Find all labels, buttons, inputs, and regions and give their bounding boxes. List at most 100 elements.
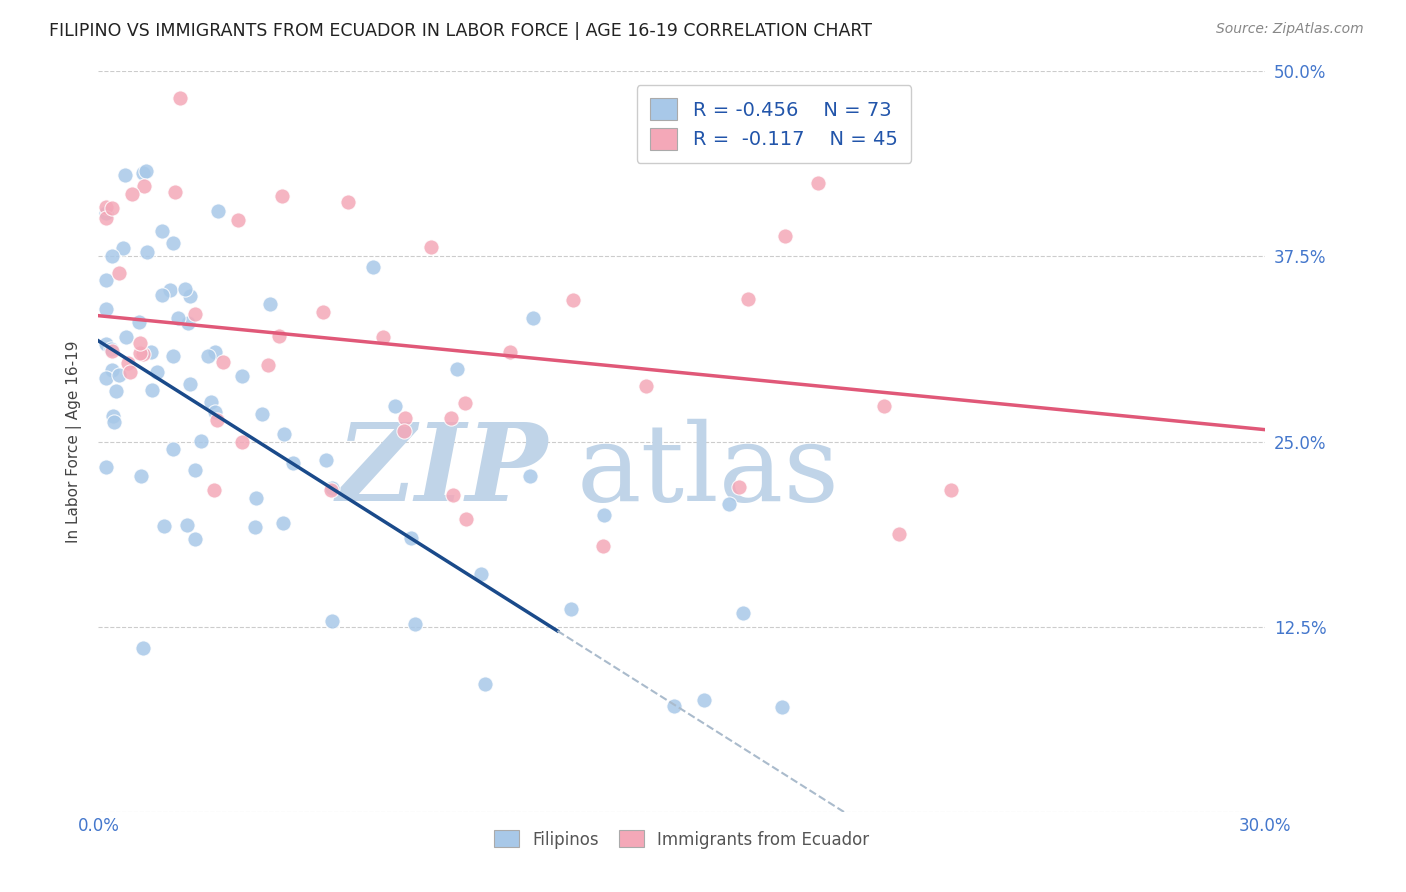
Point [146, 364, 169, 378]
Point [101, 249, 124, 263]
Point [873, 399, 896, 413]
Point [128, 346, 150, 360]
Point [252, 408, 274, 422]
Point [361, 260, 384, 274]
Point [392, 425, 415, 439]
Point [404, 616, 426, 631]
Point [662, 699, 685, 714]
Point [311, 305, 333, 319]
Point [96, 370, 118, 384]
Point [207, 203, 229, 218]
Point [197, 349, 219, 363]
Point [100, 343, 122, 358]
Point [162, 442, 184, 457]
Point [190, 434, 212, 448]
Point [131, 468, 153, 483]
Point [440, 411, 463, 425]
Point [100, 363, 122, 377]
Point [150, 288, 173, 302]
Point [166, 311, 188, 326]
Point [135, 163, 157, 178]
Point [441, 488, 464, 502]
Point [593, 508, 616, 522]
Point [257, 359, 280, 373]
Point [121, 186, 143, 201]
Point [562, 293, 585, 307]
Point [131, 641, 153, 656]
Point [733, 607, 755, 621]
Point [371, 330, 394, 344]
Point [141, 383, 163, 397]
Point [321, 481, 343, 495]
Point [321, 483, 343, 498]
Text: atlas: atlas [576, 418, 839, 524]
Point [941, 483, 963, 497]
Point [243, 520, 266, 534]
Point [139, 344, 162, 359]
Point [128, 315, 150, 329]
Point [108, 266, 131, 280]
Point [770, 700, 793, 714]
Point [117, 356, 139, 370]
Point [200, 395, 222, 409]
Point [231, 434, 253, 449]
Point [115, 330, 138, 344]
Point [693, 692, 716, 706]
Point [773, 228, 796, 243]
Point [384, 399, 406, 413]
Point [103, 415, 125, 429]
Point [153, 518, 176, 533]
Point [131, 166, 153, 180]
Point [336, 195, 359, 210]
Y-axis label: In Labor Force | Age 16-19: In Labor Force | Age 16-19 [66, 340, 83, 543]
Point [245, 491, 267, 505]
Point [176, 517, 198, 532]
Point [887, 527, 910, 541]
Point [321, 615, 343, 629]
Text: FILIPINO VS IMMIGRANTS FROM ECUADOR IN LABOR FORCE | AGE 16-19 CORRELATION CHART: FILIPINO VS IMMIGRANTS FROM ECUADOR IN L… [49, 22, 872, 40]
Point [205, 412, 228, 426]
Point [96, 273, 118, 287]
Point [419, 240, 441, 254]
Point [150, 224, 173, 238]
Point [114, 168, 136, 182]
Point [100, 342, 122, 356]
Point [179, 376, 201, 391]
Point [120, 365, 142, 379]
Text: Source: ZipAtlas.com: Source: ZipAtlas.com [1216, 22, 1364, 37]
Point [522, 311, 544, 326]
Point [470, 566, 492, 581]
Point [184, 463, 207, 477]
Point [727, 480, 749, 494]
Point [184, 532, 207, 546]
Point [96, 459, 118, 474]
Point [456, 512, 478, 526]
Point [165, 185, 187, 199]
Point [399, 532, 422, 546]
Point [162, 235, 184, 250]
Point [96, 211, 118, 225]
Point [174, 282, 197, 296]
Point [273, 426, 295, 441]
Point [315, 453, 337, 467]
Point [132, 347, 155, 361]
Point [737, 293, 759, 307]
Point [184, 307, 207, 321]
Point [101, 409, 124, 423]
Point [226, 213, 249, 227]
Point [104, 384, 127, 398]
Point [211, 355, 233, 369]
Point [498, 345, 520, 359]
Point [204, 405, 226, 419]
Point [162, 349, 184, 363]
Point [96, 206, 118, 220]
Point [281, 456, 304, 470]
Point [179, 289, 201, 303]
Point [271, 189, 294, 203]
Point [454, 396, 477, 410]
Point [267, 328, 290, 343]
Point [136, 244, 159, 259]
Point [134, 178, 156, 193]
Point [560, 602, 582, 616]
Point [169, 91, 191, 105]
